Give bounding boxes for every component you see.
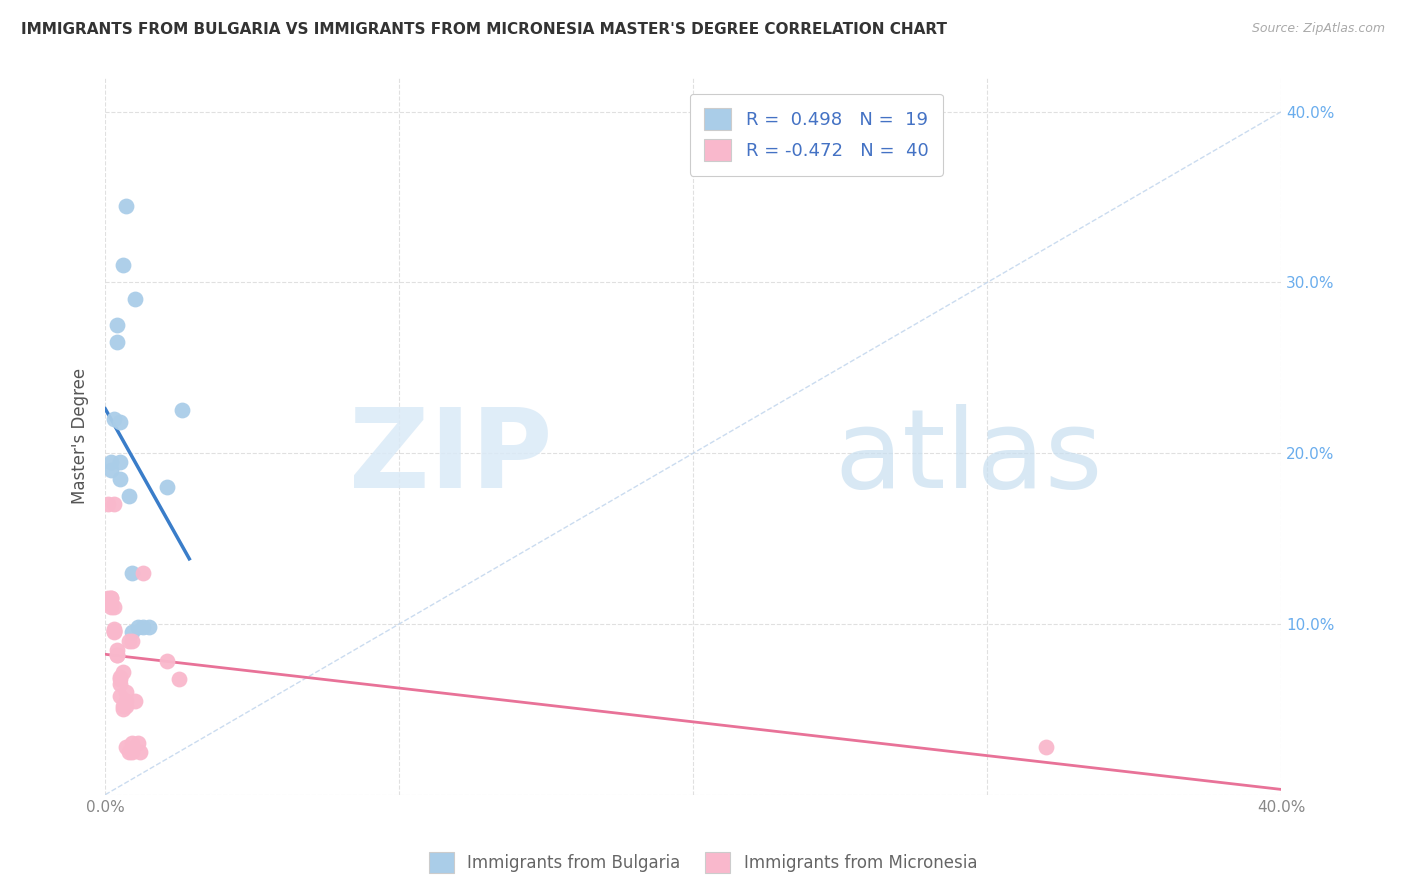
Point: [103, 599, 125, 614]
Point: [105, 648, 128, 662]
Text: IMMIGRANTS FROM BULGARIA VS IMMIGRANTS FROM MICRONESIA MASTER'S DEGREE CORRELATI: IMMIGRANTS FROM BULGARIA VS IMMIGRANTS F…: [21, 22, 948, 37]
Point: [108, 472, 131, 486]
Point: [111, 702, 134, 716]
Point: [121, 745, 143, 759]
Point: [97, 497, 120, 511]
Point: [105, 318, 128, 332]
Point: [108, 670, 131, 684]
Point: [100, 596, 122, 610]
Y-axis label: Master's Degree: Master's Degree: [72, 368, 89, 504]
Point: [100, 455, 122, 469]
Point: [103, 412, 125, 426]
Point: [100, 591, 122, 606]
Point: [1035, 739, 1057, 754]
Point: [170, 403, 193, 417]
Point: [167, 672, 190, 686]
Point: [121, 625, 143, 640]
Legend: R =  0.498   N =  19, R = -0.472   N =  40: R = 0.498 N = 19, R = -0.472 N = 40: [690, 94, 943, 176]
Point: [100, 599, 122, 614]
Point: [103, 625, 125, 640]
Point: [114, 694, 136, 708]
Point: [108, 676, 131, 690]
Point: [97, 591, 120, 606]
Point: [100, 591, 122, 606]
Point: [103, 622, 125, 636]
Point: [118, 745, 141, 759]
Point: [108, 416, 131, 430]
Point: [108, 455, 131, 469]
Text: atlas: atlas: [834, 404, 1102, 511]
Point: [100, 596, 122, 610]
Point: [118, 489, 141, 503]
Point: [129, 745, 152, 759]
Point: [114, 685, 136, 699]
Point: [103, 624, 125, 638]
Point: [114, 698, 136, 713]
Point: [111, 665, 134, 679]
Point: [111, 258, 134, 272]
Point: [97, 596, 120, 610]
Point: [132, 620, 155, 634]
Point: [156, 480, 179, 494]
Point: [124, 694, 146, 708]
Point: [103, 624, 125, 638]
Point: [127, 736, 149, 750]
Point: [118, 634, 141, 648]
Point: [108, 689, 131, 703]
Point: [114, 739, 136, 754]
Point: [127, 620, 149, 634]
Point: [121, 634, 143, 648]
Point: [103, 497, 125, 511]
Legend: Immigrants from Bulgaria, Immigrants from Micronesia: Immigrants from Bulgaria, Immigrants fro…: [422, 846, 984, 880]
Text: ZIP: ZIP: [349, 404, 553, 511]
Text: Source: ZipAtlas.com: Source: ZipAtlas.com: [1251, 22, 1385, 36]
Point: [121, 736, 143, 750]
Point: [121, 566, 143, 580]
Point: [111, 698, 134, 713]
Point: [156, 655, 179, 669]
Point: [105, 335, 128, 350]
Point: [108, 672, 131, 686]
Point: [138, 620, 160, 634]
Point: [100, 463, 122, 477]
Point: [105, 642, 128, 657]
Point: [105, 648, 128, 662]
Point: [114, 198, 136, 212]
Point: [132, 566, 155, 580]
Point: [124, 293, 146, 307]
